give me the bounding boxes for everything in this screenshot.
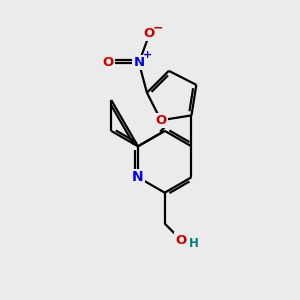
Text: N: N bbox=[132, 170, 144, 184]
Text: O: O bbox=[144, 27, 155, 40]
Text: O: O bbox=[102, 56, 114, 69]
Text: O: O bbox=[155, 114, 167, 127]
Text: +: + bbox=[142, 50, 152, 61]
Text: O: O bbox=[176, 233, 187, 247]
Text: −: − bbox=[152, 21, 163, 34]
Text: N: N bbox=[134, 56, 145, 69]
Text: H: H bbox=[188, 237, 198, 250]
